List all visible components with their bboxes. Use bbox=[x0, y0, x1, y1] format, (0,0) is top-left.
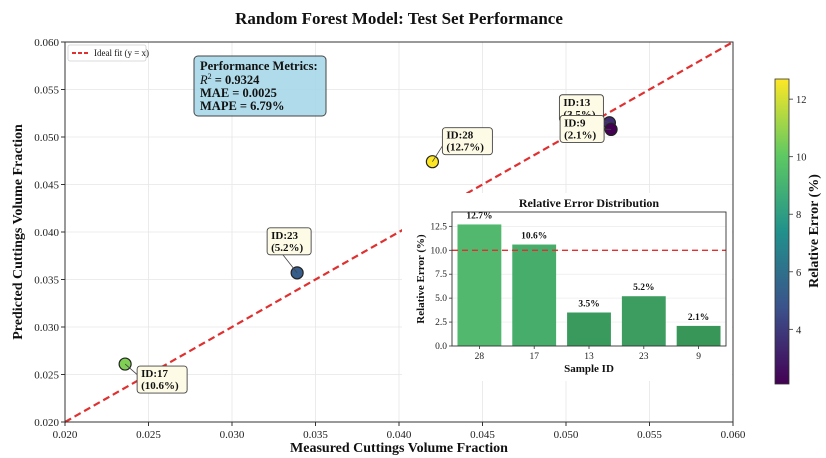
metric-r2-symbol: R bbox=[199, 73, 208, 87]
annotation-box bbox=[559, 114, 605, 143]
metric-r2: R2 = 0.9324 bbox=[199, 72, 260, 87]
inset-bar-value-label: 2.1% bbox=[688, 313, 709, 323]
x-tick-label: 0.030 bbox=[220, 429, 245, 441]
inset-y-ticks: 0.0 2.5 5.0 7.5 10.0 12.5 bbox=[430, 222, 452, 352]
inset-x-tick-label: 13 bbox=[584, 352, 594, 362]
y-axis-label: Predicted Cuttings Volume Fraction bbox=[11, 124, 26, 340]
annotation-box bbox=[136, 365, 188, 394]
inset-bars bbox=[457, 224, 721, 346]
y-ticks: 0.020 0.025 0.030 0.035 0.040 0.045 0.050 0.055… bbox=[34, 37, 65, 429]
inset-bar-value-labels: 12.7% 10.6% 3.5% 5.2% 2.1% bbox=[466, 211, 709, 322]
annotation-id: ID:28 bbox=[446, 130, 473, 142]
metric-r2-value: = 0.9324 bbox=[212, 73, 260, 87]
legend-entry: Ideal fit (y = x) bbox=[94, 48, 149, 58]
x-axis-label: Measured Cuttings Volume Fraction bbox=[290, 441, 508, 456]
inset-y-tick-label: 2.5 bbox=[435, 318, 447, 328]
inset-x-tick-label: 9 bbox=[696, 352, 701, 362]
x-tick-label: 0.055 bbox=[637, 429, 662, 441]
metric-r2-superscript: 2 bbox=[208, 72, 212, 81]
inset-bar bbox=[567, 312, 611, 346]
annotation-box bbox=[441, 127, 493, 156]
plot-frame bbox=[64, 41, 734, 423]
colorbar-tick-label: 8 bbox=[796, 210, 801, 221]
inset-y-tick-label: 0.0 bbox=[435, 342, 447, 352]
inset-frame bbox=[451, 211, 727, 347]
inset-bar-value-label: 10.6% bbox=[521, 232, 547, 242]
inset-y-tick-label: 5.0 bbox=[435, 294, 447, 304]
y-tick-label: 0.055 bbox=[34, 85, 59, 97]
annotation-id: ID:13 bbox=[563, 97, 590, 109]
inset-bar-value-label: 12.7% bbox=[466, 211, 492, 221]
y-tick-label: 0.020 bbox=[34, 417, 59, 429]
annotation-error: (5.2%) bbox=[271, 242, 303, 254]
inset-y-tick-label: 7.5 bbox=[435, 270, 447, 280]
y-tick-label: 0.030 bbox=[34, 322, 59, 334]
chart-title: Random Forest Model: Test Set Performanc… bbox=[235, 9, 563, 28]
y-tick-label: 0.040 bbox=[34, 227, 59, 239]
inset-bar bbox=[512, 244, 557, 346]
inset-x-tick-label: 17 bbox=[529, 352, 539, 362]
x-tick-label: 0.040 bbox=[387, 429, 412, 441]
x-tick-label: 0.020 bbox=[53, 429, 78, 441]
x-tick-label: 0.025 bbox=[136, 429, 161, 441]
x-tick-label: 0.050 bbox=[554, 429, 579, 441]
inset-x-tick-label: 28 bbox=[475, 352, 485, 362]
inset-bar-chart: Relative Error Distribution 0.0 2.5 5.0 7.5… bbox=[402, 193, 732, 381]
colorbar-tick-label: 4 bbox=[796, 325, 802, 336]
annotation-id: ID:17 bbox=[141, 368, 168, 380]
annotation-error: (12.7%) bbox=[446, 142, 484, 154]
metric-mae: MAE = 0.0025 bbox=[200, 86, 277, 100]
y-tick-label: 0.050 bbox=[34, 132, 59, 144]
annotation-error: (2.1%) bbox=[564, 129, 596, 141]
inset-y-axis-label: Relative Error (%) bbox=[415, 234, 427, 324]
colorbar-ticks: 4 6 8 10 12 bbox=[789, 95, 807, 336]
annotation-id: ID:23 bbox=[271, 230, 298, 242]
ideal-fit-line bbox=[64, 41, 734, 423]
annotation-box bbox=[266, 227, 312, 256]
colorbar-gradient bbox=[774, 78, 790, 385]
x-ticks: 0.020 0.025 0.030 0.035 0.040 0.045 0.050 0.055… bbox=[53, 422, 746, 441]
colorbar: 4 6 8 10 12 Relative Error (%) bbox=[774, 78, 822, 385]
inset-bar-value-label: 3.5% bbox=[578, 300, 599, 310]
annotation-id: ID:9 bbox=[564, 117, 586, 129]
legend: Ideal fit (y = x) bbox=[67, 44, 149, 62]
colorbar-label: Relative Error (%) bbox=[807, 174, 822, 288]
inset-bar-value-label: 5.2% bbox=[633, 283, 654, 293]
x-tick-label: 0.060 bbox=[721, 429, 746, 441]
x-tick-label: 0.045 bbox=[470, 429, 495, 441]
colorbar-tick-label: 12 bbox=[796, 95, 807, 106]
inset-y-tick-label: 10.0 bbox=[430, 246, 447, 256]
inset-bar bbox=[457, 224, 502, 346]
colorbar-tick-label: 10 bbox=[796, 153, 807, 164]
y-tick-label: 0.060 bbox=[34, 37, 59, 49]
colorbar-tick-label: 6 bbox=[796, 268, 801, 279]
point-annotations: ID:17(10.6%) ID:23(5.2%) ID:28(12.7%) ID:13… bbox=[124, 94, 612, 394]
inset-bar bbox=[676, 325, 721, 346]
inset-title: Relative Error Distribution bbox=[519, 196, 660, 210]
inset-bar bbox=[621, 296, 666, 346]
inset-background bbox=[402, 193, 732, 381]
x-tick-label: 0.035 bbox=[303, 429, 328, 441]
metrics-box: Performance Metrics: R2 = 0.9324 MAE = 0… bbox=[193, 55, 327, 117]
metrics-heading: Performance Metrics: bbox=[200, 59, 318, 73]
metric-mape: MAPE = 6.79% bbox=[200, 99, 285, 113]
y-tick-label: 0.025 bbox=[34, 370, 59, 382]
inset-x-tick-label: 23 bbox=[639, 352, 649, 362]
inset-x-ticks: 28 17 13 23 9 bbox=[475, 346, 701, 362]
inset-y-tick-label: 12.5 bbox=[430, 222, 447, 232]
annotation-error: (10.6%) bbox=[141, 380, 179, 392]
y-tick-label: 0.035 bbox=[34, 275, 59, 287]
y-tick-label: 0.045 bbox=[34, 180, 59, 192]
inset-x-axis-label: Sample ID bbox=[564, 363, 614, 375]
